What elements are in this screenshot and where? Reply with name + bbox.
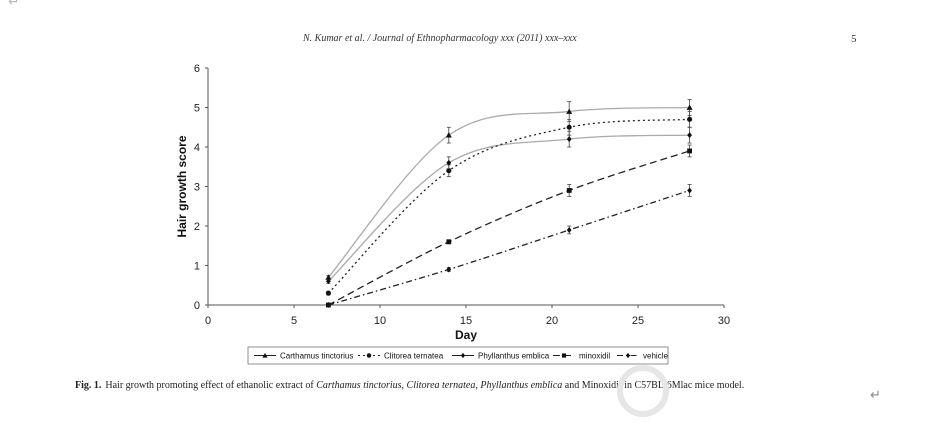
x-tick-label: 25 bbox=[632, 315, 644, 327]
square-marker bbox=[561, 353, 567, 358]
caption-species-1: Carthamus tinctorius bbox=[316, 380, 402, 391]
y-tick-label: 6 bbox=[194, 63, 200, 75]
y-tick-label: 0 bbox=[194, 300, 200, 312]
series-line bbox=[328, 150, 690, 306]
diamond-marker bbox=[446, 266, 452, 273]
figure-label: Fig. 1. bbox=[75, 380, 102, 391]
y-tick-label: 1 bbox=[194, 261, 200, 273]
caption-text-1: Hair growth promoting effect of ethanoli… bbox=[105, 380, 317, 391]
series-vehicle bbox=[326, 184, 692, 308]
fit-curve bbox=[327, 106, 690, 278]
diamond-marker bbox=[460, 352, 466, 359]
chart-legend: Carthamus tinctorius Clitorea ternatea Phy… bbox=[247, 346, 668, 365]
chart-axes: 0 5 10 15 20 25 30 0 1 2 3 4 5 6 Day Hair growth score bbox=[175, 63, 730, 342]
diamond-marker bbox=[687, 187, 692, 194]
circle-marker bbox=[446, 168, 452, 174]
diamond-marker bbox=[687, 132, 692, 139]
square-marker bbox=[566, 188, 572, 193]
page-number: 5 bbox=[851, 33, 857, 45]
fitted-curves bbox=[327, 106, 690, 282]
x-tick-label: 30 bbox=[718, 315, 730, 327]
series-line bbox=[328, 189, 690, 306]
y-tick-label: 2 bbox=[194, 221, 200, 233]
x-tick-label: 10 bbox=[374, 315, 386, 327]
diamond-marker bbox=[566, 136, 572, 143]
caption-sep-1: , bbox=[401, 380, 407, 391]
circle-marker bbox=[366, 353, 372, 358]
diamond-marker bbox=[326, 278, 331, 285]
square-marker bbox=[446, 239, 452, 245]
legend-item: Carthamus tinctorius bbox=[254, 352, 353, 361]
legend-label: Carthamus tinctorius bbox=[280, 352, 353, 361]
x-tick-label: 15 bbox=[460, 315, 472, 327]
y-tick-label: 5 bbox=[194, 103, 200, 115]
series-minoxidil bbox=[326, 144, 692, 308]
legend-item: minoxidil bbox=[553, 352, 610, 361]
running-head: N. Kumar et al. / Journal of Ethnopharma… bbox=[303, 33, 577, 44]
legend-item: vehicle bbox=[617, 352, 668, 361]
triangle-marker bbox=[686, 104, 693, 110]
fit-curve bbox=[327, 134, 690, 282]
series-carthamus-tinctorius bbox=[325, 99, 693, 280]
diamond-marker bbox=[446, 159, 452, 166]
circle-marker bbox=[566, 124, 572, 130]
circle-marker bbox=[687, 116, 693, 122]
square-marker bbox=[687, 148, 692, 154]
triangle-marker bbox=[262, 352, 268, 358]
legend-label: Phyllanthus emblica bbox=[478, 352, 550, 361]
triangle-marker bbox=[445, 132, 452, 138]
series-clitorea-ternatea bbox=[325, 111, 693, 296]
x-axis-label: Day bbox=[455, 328, 477, 342]
caption-sep-2: , bbox=[475, 380, 481, 391]
series-line bbox=[327, 118, 690, 294]
series-phyllanthus-emblica bbox=[326, 126, 692, 285]
y-tick-label: 3 bbox=[194, 182, 200, 194]
legend-label: Clitorea ternatea bbox=[384, 352, 444, 361]
diamond-marker bbox=[625, 352, 631, 359]
background-ring-decoration bbox=[617, 365, 669, 417]
legend-item: Clitorea ternatea bbox=[358, 352, 444, 361]
caption-species-2: Clitorea ternatea bbox=[406, 380, 476, 391]
legend-item: Phyllanthus emblica bbox=[452, 352, 550, 361]
x-tick-label: 20 bbox=[546, 315, 558, 327]
return-arrow-icon: ↵ bbox=[870, 388, 881, 403]
diamond-marker bbox=[326, 302, 331, 308]
return-arrow-icon: ↵ bbox=[8, 0, 20, 10]
x-tick-label: 0 bbox=[205, 315, 211, 327]
x-tick-label: 5 bbox=[291, 315, 297, 327]
chart-series bbox=[325, 99, 693, 308]
triangle-marker bbox=[566, 108, 573, 114]
diamond-marker bbox=[566, 226, 572, 233]
circle-marker bbox=[325, 290, 331, 296]
triangle-marker bbox=[325, 274, 332, 280]
y-axis-label: Hair growth score bbox=[175, 135, 189, 237]
legend-label: vehicle bbox=[643, 352, 668, 361]
y-tick-label: 4 bbox=[194, 142, 200, 154]
caption-species-3: Phyllanthus emblica bbox=[480, 380, 563, 391]
legend-label: minoxidil bbox=[579, 352, 610, 361]
